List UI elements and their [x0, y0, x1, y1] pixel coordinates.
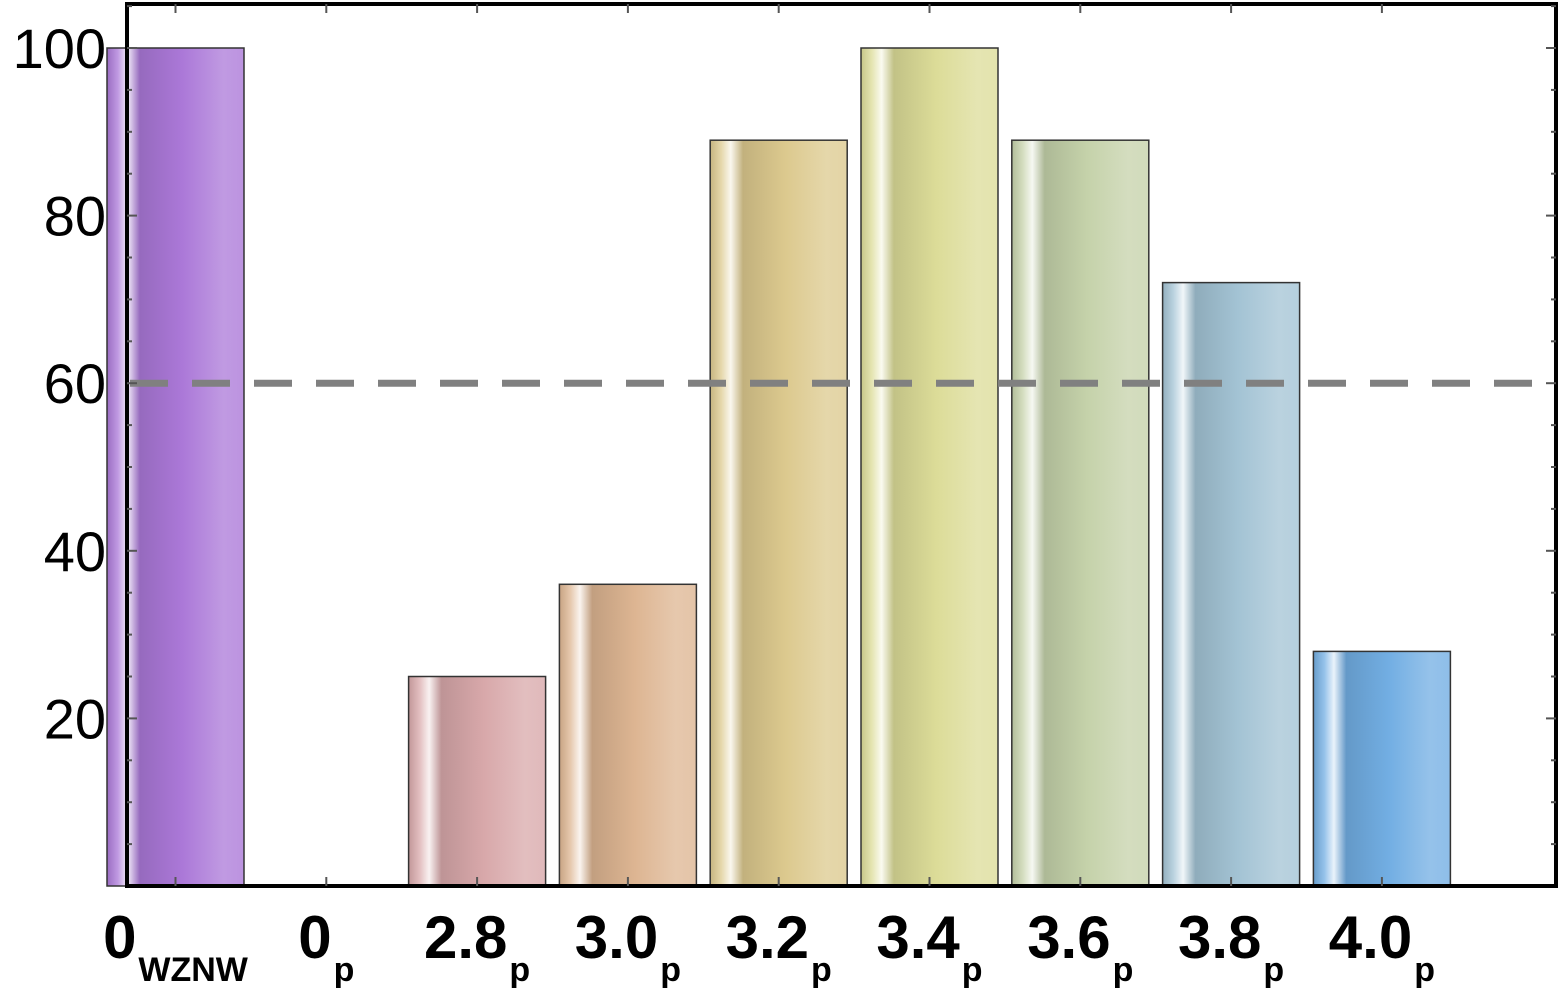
x-tick-label-main: 3.6 [1027, 904, 1110, 971]
x-tick-label-main: 3.8 [1178, 904, 1261, 971]
bar-2 [407, 675, 547, 887]
x-tick-label-subscript: p [509, 951, 530, 989]
x-axis: 0 WZNW 0 p 2.8 p 3.0 p 3.2 p 3.4 p 3.6 p 3.8 p 4.0 p [103, 4, 1435, 989]
bar-5 [860, 47, 999, 887]
x-tick-label-main: 4.0 [1329, 904, 1412, 971]
plot-frame [125, 2, 1558, 888]
x-tick-label-main: 0 [103, 904, 136, 971]
bar-3 [558, 583, 698, 887]
x-tick-label: 3.4 p [876, 904, 982, 989]
x-tick-label: 0 WZNW [103, 904, 249, 989]
bar-6 [1011, 139, 1150, 887]
x-tick-label-main: 3.2 [726, 904, 809, 971]
bar-8 [1312, 650, 1452, 887]
y-axis: 20 40 60 80 100 [13, 5, 1556, 846]
x-tick-label-subscript: p [1113, 951, 1134, 989]
y-tick-label: 100 [13, 17, 106, 80]
bar-7 [1161, 281, 1301, 887]
x-tick-label: 3.0 p [575, 904, 681, 989]
x-tick-label-subscript: p [334, 951, 355, 989]
x-tick-label: 3.2 p [726, 904, 832, 989]
y-tick-label: 40 [44, 520, 106, 583]
y-tick-label: 80 [44, 185, 106, 248]
plot-border [125, 2, 1558, 888]
x-tick-label-main: 3.4 [876, 904, 960, 971]
x-tick-label-subscript: WZNW [138, 951, 248, 989]
x-tick-label: 3.8 p [1178, 904, 1284, 989]
bars-layer [106, 47, 1452, 887]
x-tick-label-main: 2.8 [424, 904, 507, 971]
y-tick-label: 60 [44, 352, 106, 415]
bar-4 [709, 139, 848, 887]
x-tick-label: 2.8 p [424, 904, 530, 989]
x-tick-label-subscript: p [1414, 951, 1435, 989]
x-tick-label-subscript: p [962, 951, 983, 989]
x-tick-label-subscript: p [1263, 951, 1284, 989]
x-tick-label-subscript: p [660, 951, 681, 989]
y-tick-label: 20 [44, 687, 106, 750]
x-tick-label: 3.6 p [1027, 904, 1133, 989]
x-tick-label-main: 0 [298, 904, 331, 971]
x-tick-label: 4.0 p [1329, 904, 1435, 989]
x-tick-label-subscript: p [811, 951, 832, 989]
x-tick-label-main: 3.0 [575, 904, 658, 971]
